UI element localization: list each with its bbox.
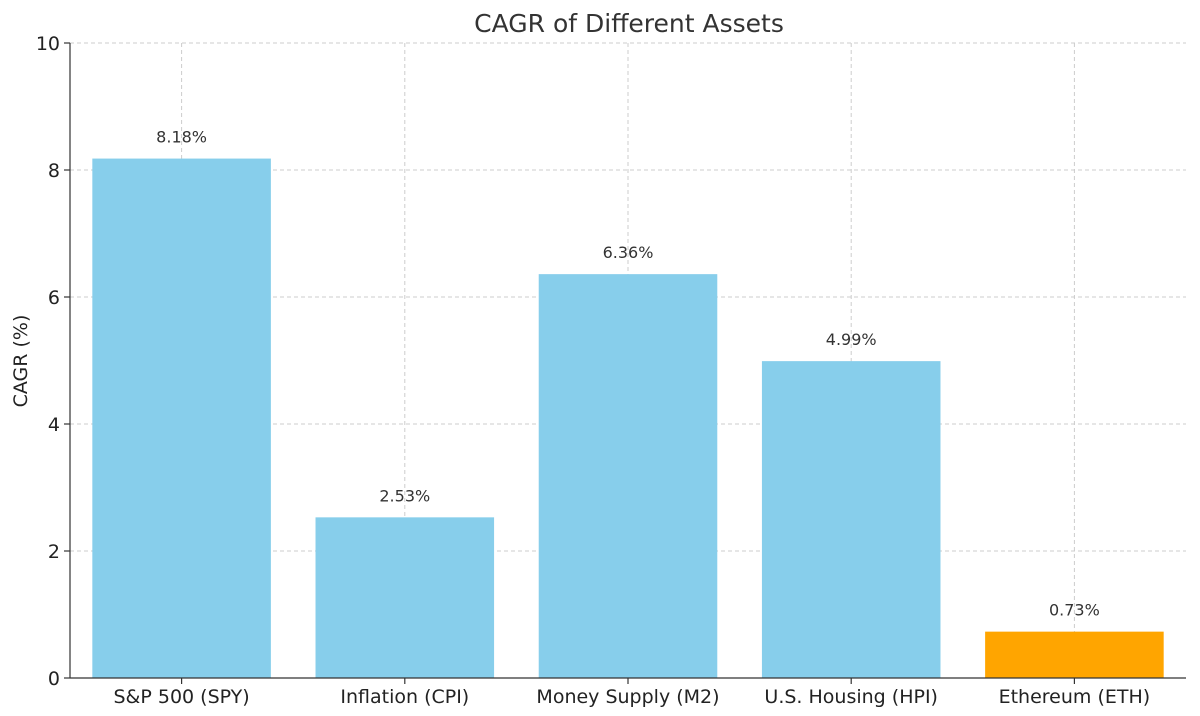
bar: [315, 517, 495, 678]
x-tick-label: Inflation (CPI): [340, 686, 469, 708]
x-tick-label: Ethereum (ETH): [999, 686, 1151, 708]
data-label: 6.36%: [603, 243, 654, 262]
axis-layer: 0 2 4 6 8 10 S&P 500 (SPY) Inflation (CPI) Money…: [36, 33, 1186, 708]
data-label: 2.53%: [379, 486, 430, 505]
y-tick-label: 4: [48, 414, 60, 436]
data-label: 4.99%: [826, 330, 877, 349]
bar: [538, 274, 718, 678]
x-tick-label: Money Supply (M2): [536, 686, 719, 708]
y-tick-label: 0: [48, 668, 60, 690]
chart-title: CAGR of Different Assets: [474, 9, 784, 38]
y-tick-label: 6: [48, 287, 60, 309]
data-label-layer: 8.18% 2.53% 6.36% 4.99% 0.73%: [156, 128, 1100, 620]
y-axis-label: CAGR (%): [10, 315, 32, 408]
y-tick-label: 8: [48, 160, 60, 182]
bar-layer: [92, 158, 1164, 678]
bar: [985, 631, 1164, 678]
bar: [92, 158, 271, 678]
data-label: 0.73%: [1049, 601, 1100, 620]
y-tick-label: 2: [48, 541, 60, 563]
bar: [761, 361, 941, 678]
x-tick-label: S&P 500 (SPY): [113, 686, 249, 708]
data-label: 8.18%: [156, 128, 207, 147]
y-tick-label: 10: [36, 33, 60, 55]
x-tick-label: U.S. Housing (HPI): [764, 686, 938, 708]
